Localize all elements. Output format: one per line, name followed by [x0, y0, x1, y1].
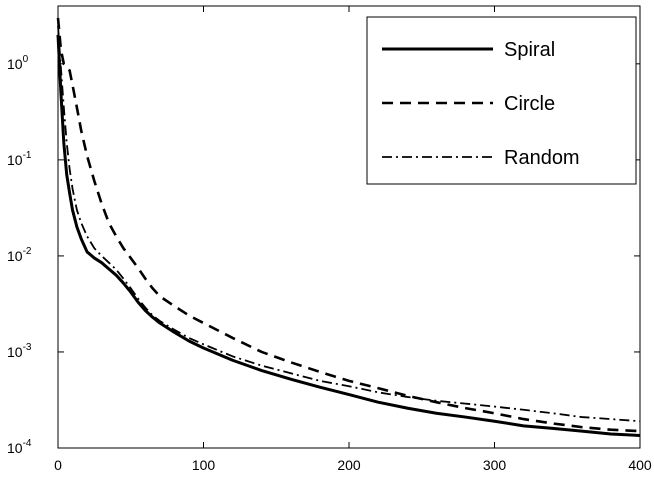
y-tick-base: 10 — [7, 152, 23, 168]
y-tick-exponent: 0 — [23, 54, 29, 65]
x-tick-label: 0 — [54, 457, 62, 473]
y-tick-base: 10 — [7, 56, 23, 72]
y-tick-exponent: -2 — [23, 246, 32, 257]
legend-label-circle: Circle — [504, 93, 555, 115]
series-line-random — [57, 25, 641, 423]
legend-label-random: Random — [504, 147, 580, 169]
y-tick-base: 10 — [7, 440, 23, 456]
y-tick-label: 10-1 — [7, 150, 32, 168]
ticks — [57, 6, 641, 449]
series-lines — [56, 17, 641, 437]
x-tick-label: 200 — [337, 457, 361, 473]
y-tick-exponent: -4 — [23, 438, 32, 449]
legend-label-spiral: Spiral — [504, 39, 555, 61]
x-tick-label: 300 — [483, 457, 507, 473]
series-line-spiral — [56, 34, 641, 437]
y-tick-label: 100 — [7, 54, 29, 72]
y-tick-label: 10-4 — [7, 438, 32, 456]
y-tick-exponent: -1 — [23, 150, 32, 161]
legend: Spiral Circle Random — [366, 16, 637, 185]
y-tick-label: 10-2 — [7, 246, 32, 264]
y-tick-exponent: -3 — [23, 342, 32, 353]
y-tick-base: 10 — [7, 248, 23, 264]
x-tick-label: 100 — [192, 457, 216, 473]
series-line-circle — [56, 17, 641, 433]
y-tick-label: 10-3 — [7, 342, 32, 360]
x-tick-label: 400 — [628, 457, 652, 473]
y-tick-base: 10 — [7, 344, 23, 360]
legend-box — [366, 16, 637, 185]
